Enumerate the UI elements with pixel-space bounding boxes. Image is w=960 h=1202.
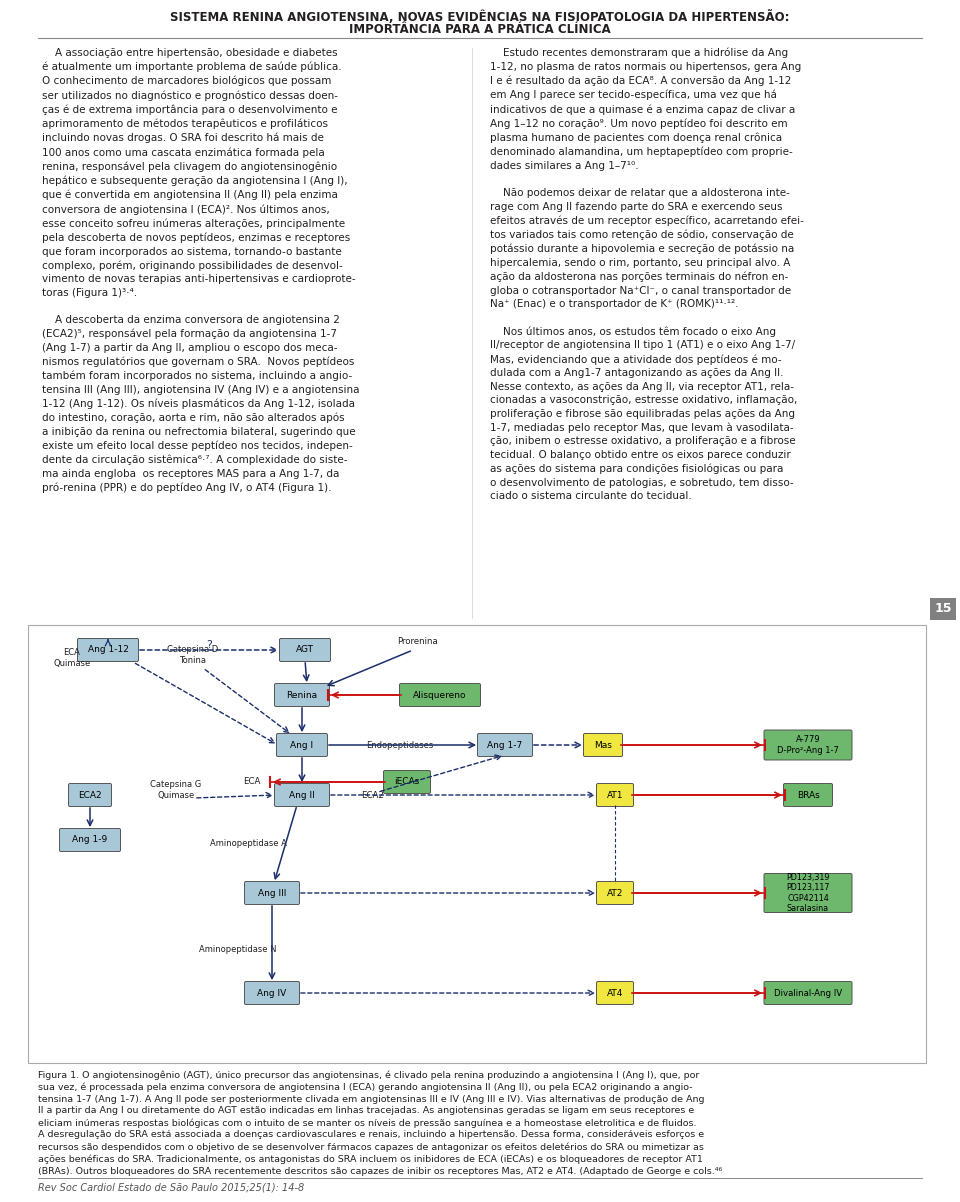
FancyBboxPatch shape: [276, 733, 327, 756]
Text: Figura 1. O angiotensinogênio (AGT), único precursor das angiotensinas, é clivad: Figura 1. O angiotensinogênio (AGT), úni…: [38, 1070, 722, 1176]
Text: Divalinal-Ang IV: Divalinal-Ang IV: [774, 988, 842, 998]
Text: A-779
D-Pro²-Ang 1-7: A-779 D-Pro²-Ang 1-7: [777, 736, 839, 755]
Text: Ang IV: Ang IV: [257, 988, 287, 998]
Text: Renina: Renina: [286, 690, 318, 700]
Text: Ang 1-9: Ang 1-9: [72, 835, 108, 845]
Text: IMPORTÂNCIA PARA A PRÁTICA CLÍNICA: IMPORTÂNCIA PARA A PRÁTICA CLÍNICA: [349, 23, 611, 36]
Text: A associação entre hipertensão, obesidade e diabetes
é atualmente um importante : A associação entre hipertensão, obesidad…: [42, 48, 359, 493]
Text: ECA
Quimase: ECA Quimase: [54, 648, 90, 667]
FancyBboxPatch shape: [596, 881, 634, 904]
FancyBboxPatch shape: [68, 784, 111, 807]
FancyBboxPatch shape: [764, 874, 852, 912]
Text: Ang I: Ang I: [291, 740, 314, 750]
FancyBboxPatch shape: [245, 881, 300, 904]
FancyBboxPatch shape: [275, 784, 329, 807]
Text: ?: ?: [206, 639, 212, 650]
Text: Alisquereno: Alisquereno: [413, 690, 467, 700]
Text: Ang II: Ang II: [289, 791, 315, 799]
Text: ECA2: ECA2: [362, 791, 384, 799]
FancyBboxPatch shape: [584, 733, 622, 756]
Text: Catepsina G
Quimase: Catepsina G Quimase: [151, 780, 202, 799]
Text: Endopeptidases: Endopeptidases: [367, 740, 434, 750]
Text: Aminopeptidase A: Aminopeptidase A: [209, 839, 286, 847]
Text: SISTEMA RENINA ANGIOTENSINA, NOVAS EVIDÊNCIAS NA FISIOPATOLOGIA DA HIPERTENSÃO:: SISTEMA RENINA ANGIOTENSINA, NOVAS EVIDÊ…: [170, 10, 790, 24]
FancyBboxPatch shape: [783, 784, 832, 807]
FancyBboxPatch shape: [279, 638, 330, 661]
FancyBboxPatch shape: [930, 599, 956, 620]
Text: AT1: AT1: [607, 791, 623, 799]
Text: AT4: AT4: [607, 988, 623, 998]
Text: Ang 1-7: Ang 1-7: [488, 740, 522, 750]
FancyBboxPatch shape: [78, 638, 138, 661]
FancyBboxPatch shape: [28, 625, 926, 1063]
Text: iECAs: iECAs: [395, 778, 420, 786]
FancyBboxPatch shape: [477, 733, 533, 756]
Text: Aminopeptidase N: Aminopeptidase N: [200, 946, 276, 954]
Text: ECA: ECA: [243, 778, 261, 786]
Text: Estudo recentes demonstraram que a hidrólise da Ang
1-12, no plasma de ratos nor: Estudo recentes demonstraram que a hidró…: [490, 48, 804, 501]
FancyBboxPatch shape: [275, 684, 329, 707]
FancyBboxPatch shape: [399, 684, 481, 707]
Text: AT2: AT2: [607, 888, 623, 898]
FancyBboxPatch shape: [60, 828, 121, 851]
Text: Rev Soc Cardiol Estado de São Paulo 2015;25(1): 14-8: Rev Soc Cardiol Estado de São Paulo 2015…: [38, 1182, 304, 1192]
FancyBboxPatch shape: [245, 982, 300, 1005]
FancyBboxPatch shape: [596, 784, 634, 807]
Text: PD123,319
PD123,117
CGP42114
Saralasina: PD123,319 PD123,117 CGP42114 Saralasina: [786, 873, 829, 914]
Text: Prorenina: Prorenina: [397, 637, 439, 647]
FancyBboxPatch shape: [596, 982, 634, 1005]
Text: Catepsina D
Tonina: Catepsina D Tonina: [167, 645, 219, 665]
Text: Ang III: Ang III: [258, 888, 286, 898]
Text: 15: 15: [934, 602, 951, 615]
FancyBboxPatch shape: [764, 730, 852, 760]
FancyBboxPatch shape: [383, 770, 430, 793]
Text: ECA2: ECA2: [78, 791, 102, 799]
Text: BRAs: BRAs: [797, 791, 820, 799]
Text: Mas: Mas: [594, 740, 612, 750]
FancyBboxPatch shape: [764, 982, 852, 1005]
Text: AGT: AGT: [296, 645, 314, 655]
Text: Ang 1-12: Ang 1-12: [87, 645, 129, 655]
